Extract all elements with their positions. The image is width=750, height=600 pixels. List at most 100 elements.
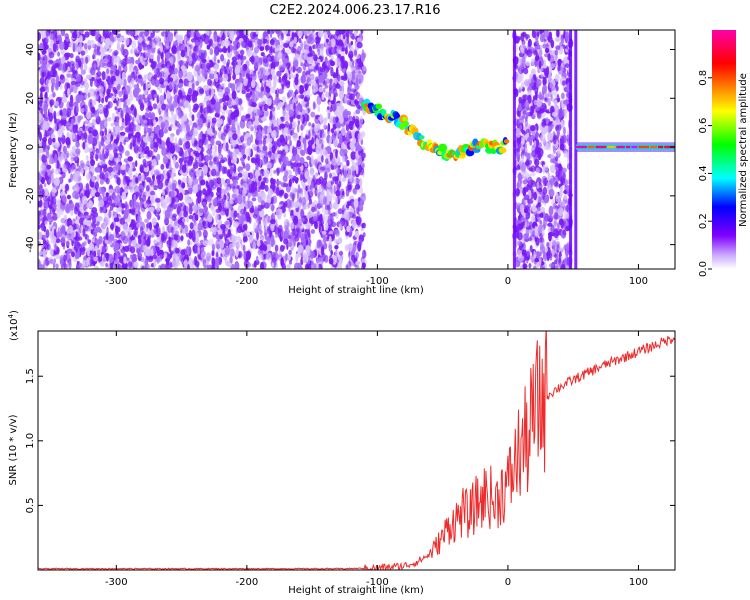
noise-blob-0 [321,93,325,100]
noise-blob-0 [236,194,243,205]
noise-blob-0 [297,124,300,133]
noise-blob-0 [133,193,137,203]
noise-blob-0 [65,203,70,213]
noise-blob-0 [338,223,342,231]
noise-blob-0 [113,263,117,269]
noise-blob-0 [305,253,309,263]
noise-blob-0 [199,38,203,49]
noise-blob-0 [43,93,48,99]
noise-blob-0 [211,191,214,198]
noise-blob-0 [133,123,136,132]
noise-blob-0 [288,109,294,117]
noise-blob-0 [204,50,207,59]
noise-blob-0 [238,223,243,230]
noise-blob-0 [246,262,251,268]
noise-blob-0 [216,43,221,50]
noise-blob-0 [38,184,43,193]
noise-blob-0 [38,191,43,200]
noise-blob-0 [297,86,300,93]
noise-blob-0 [156,41,163,47]
noise-blob-0 [181,225,186,235]
noise-blob-0 [343,210,347,220]
noise-blob-0 [221,40,226,48]
noise-blob-0 [355,260,361,266]
noise-blob-0 [131,40,137,50]
noise-blob-0 [212,127,216,134]
noise-blob-0 [279,155,283,165]
noise-blob-0 [157,49,160,55]
noise-blob-0 [110,222,114,231]
noise-blob-0 [131,77,135,88]
noise-blob-0 [231,61,235,66]
noise-blob-0 [333,94,336,104]
noise-blob-0 [93,265,100,269]
noise-blob-0 [194,214,199,221]
noise-blob-0 [87,127,94,134]
noise-blob-0 [260,86,265,92]
noise-blob-0 [104,253,110,259]
noise-blob-0 [153,68,158,75]
noise-blob-0 [180,117,185,124]
noise-blob-0 [209,48,214,56]
noise-blob-0 [326,30,330,36]
noise-blob-0 [296,114,302,119]
noise-blob-0 [189,111,193,118]
noise-blob-0 [168,243,172,253]
noise-blob-0 [306,56,313,64]
noise-blob-0 [145,82,149,92]
noise-blob-0 [72,84,78,94]
noise-blob-0 [264,44,270,51]
noise-blob-0 [118,99,122,109]
noise-blob-0 [121,71,126,80]
noise-blob-0 [101,97,105,104]
noise-blob-0 [66,218,73,228]
noise-blob-0 [289,260,292,265]
noise-blob-0 [120,168,126,175]
noise-blob-0 [179,254,183,262]
noise-blob-0 [295,94,299,102]
noise-blob-0 [330,204,334,209]
noise-blob-0 [244,171,249,179]
noise-blob-0 [270,68,276,76]
noise-blob-0 [38,231,43,240]
noise-blob-0 [174,145,178,150]
noise-blob-0 [346,220,349,227]
noise-blob-0 [38,261,42,269]
noise-blob-0 [153,134,158,139]
noise-blob-0 [322,123,327,129]
noise-blob-0 [357,63,363,70]
noise-blob-0 [307,145,313,156]
noise-blob-0 [221,67,225,74]
noise-blob-0 [222,228,226,237]
noise-blob-0 [102,257,106,263]
noise-blob-0 [171,110,174,116]
noise-blob-0 [218,48,224,53]
noise-blob-0 [56,199,61,209]
noise-blob-0 [97,104,104,113]
noise-blob-0 [122,223,128,234]
noise-blob-0 [94,238,99,245]
noise-blob-0 [56,160,60,171]
noise-blob-0 [256,230,259,241]
noise-blob-0 [185,140,191,149]
noise-blob-0 [135,242,141,251]
noise-blob-0 [209,154,213,160]
noise-blob-0 [262,137,266,147]
noise-blob-0 [332,176,338,182]
noise-blob-0 [183,113,188,122]
noise-blob-0 [222,32,225,41]
noise-blob-0 [160,44,163,53]
noise-blob-0 [316,155,323,166]
noise-blob-0 [164,186,169,196]
noise-blob-0 [191,83,195,91]
noise-blob-0 [135,75,138,83]
noise-blob-0 [62,145,67,155]
noise-blob-0 [274,244,279,252]
noise-blob-0 [53,197,57,203]
noise-blob-0 [38,215,41,225]
noise-blob-0 [215,75,219,83]
noise-blob-0 [129,236,135,241]
noise-blob-0 [259,223,263,230]
noise-blob-0 [87,247,90,257]
noise-blob-0 [178,60,184,66]
